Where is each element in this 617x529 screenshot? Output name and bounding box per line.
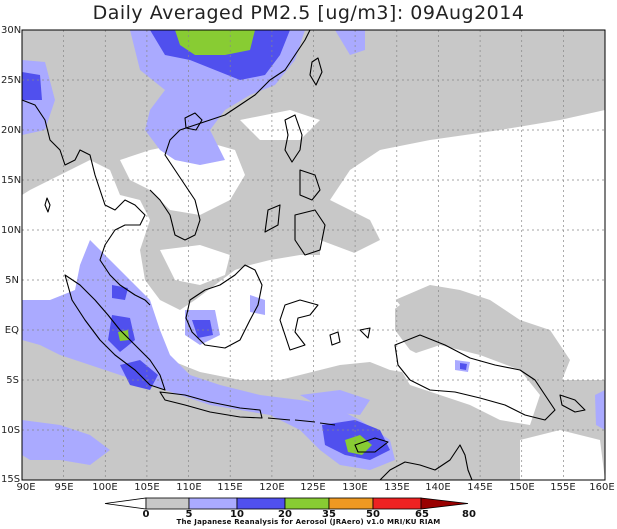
credit-text: The Japanese Reanalysis for Aerosol (JRA… (176, 518, 441, 526)
lon-label-100e: 100E (92, 482, 118, 493)
lat-label-20n: 20N (1, 125, 22, 136)
lon-label-130e: 130E (342, 482, 368, 493)
colorbar-label-20: 20 (278, 509, 292, 520)
colorbar-label-65: 65 (415, 509, 429, 520)
colorbar-label-5: 5 (185, 509, 193, 520)
coastlines (21, 29, 586, 481)
lon-label-160e: 160E (589, 482, 615, 493)
lat-label-25n: 25N (1, 75, 22, 86)
lon-label-105e: 105E (134, 482, 160, 493)
lon-label-135e: 135E (384, 482, 410, 493)
lon-label-95e: 95E (54, 482, 74, 493)
lat-label-10s: 10S (1, 425, 21, 436)
map-gridlines (22, 30, 605, 480)
colorbar-label-10: 10 (230, 509, 244, 520)
lon-label-125e: 125E (300, 482, 326, 493)
lon-label-140e: 140E (425, 482, 451, 493)
lat-label-10n: 10N (1, 225, 22, 236)
lat-label-eq: EQ (4, 325, 19, 336)
lat-label-15s: 15S (1, 474, 21, 485)
pm25-green-field (118, 30, 372, 455)
colorbar-label-80: 80 (462, 509, 476, 520)
lon-label-110e: 110E (176, 482, 202, 493)
colorbar-label-0: 0 (142, 509, 150, 520)
map-title: Daily Averaged PM2.5 [ug/m3]: 09Aug2014 (92, 2, 525, 24)
lon-label-155e: 155E (550, 482, 576, 493)
lon-label-120e: 120E (259, 482, 285, 493)
colorbar-label-35: 35 (322, 509, 336, 520)
lat-label-5s: 5S (6, 375, 19, 386)
lat-label-15n: 15N (1, 175, 22, 186)
colorbar-label-50: 50 (366, 509, 380, 520)
lat-label-5n: 5N (5, 275, 19, 286)
map-frame (21, 29, 606, 481)
lon-label-150e: 150E (509, 482, 535, 493)
lon-label-145e: 145E (467, 482, 493, 493)
lon-label-90e: 90E (16, 482, 36, 493)
lat-label-30n: 30N (1, 25, 22, 36)
lon-label-115e: 115E (217, 482, 243, 493)
